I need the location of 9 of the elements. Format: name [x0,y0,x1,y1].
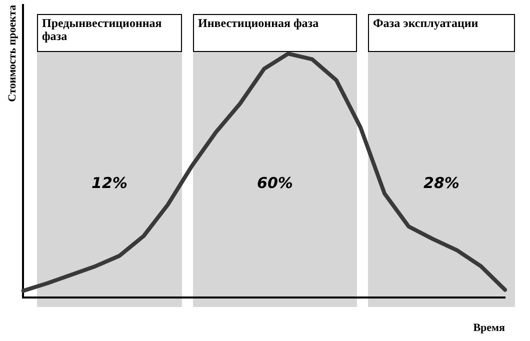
phase-panel: Предынвестиционная фаза 12% [37,14,182,307]
annotation: 60% [256,174,294,192]
phase-panel: Инвестиционная фаза 60% [193,14,357,307]
annotation: 28% [422,174,460,192]
text: Инвестиционная фаза [193,14,357,52]
y-axis-title: Стоимость проекта [6,4,18,102]
x-axis-title: Время [473,322,506,334]
phase-panel: Фаза эксплуатации 28% [368,14,515,307]
annotation: 12% [90,174,128,192]
